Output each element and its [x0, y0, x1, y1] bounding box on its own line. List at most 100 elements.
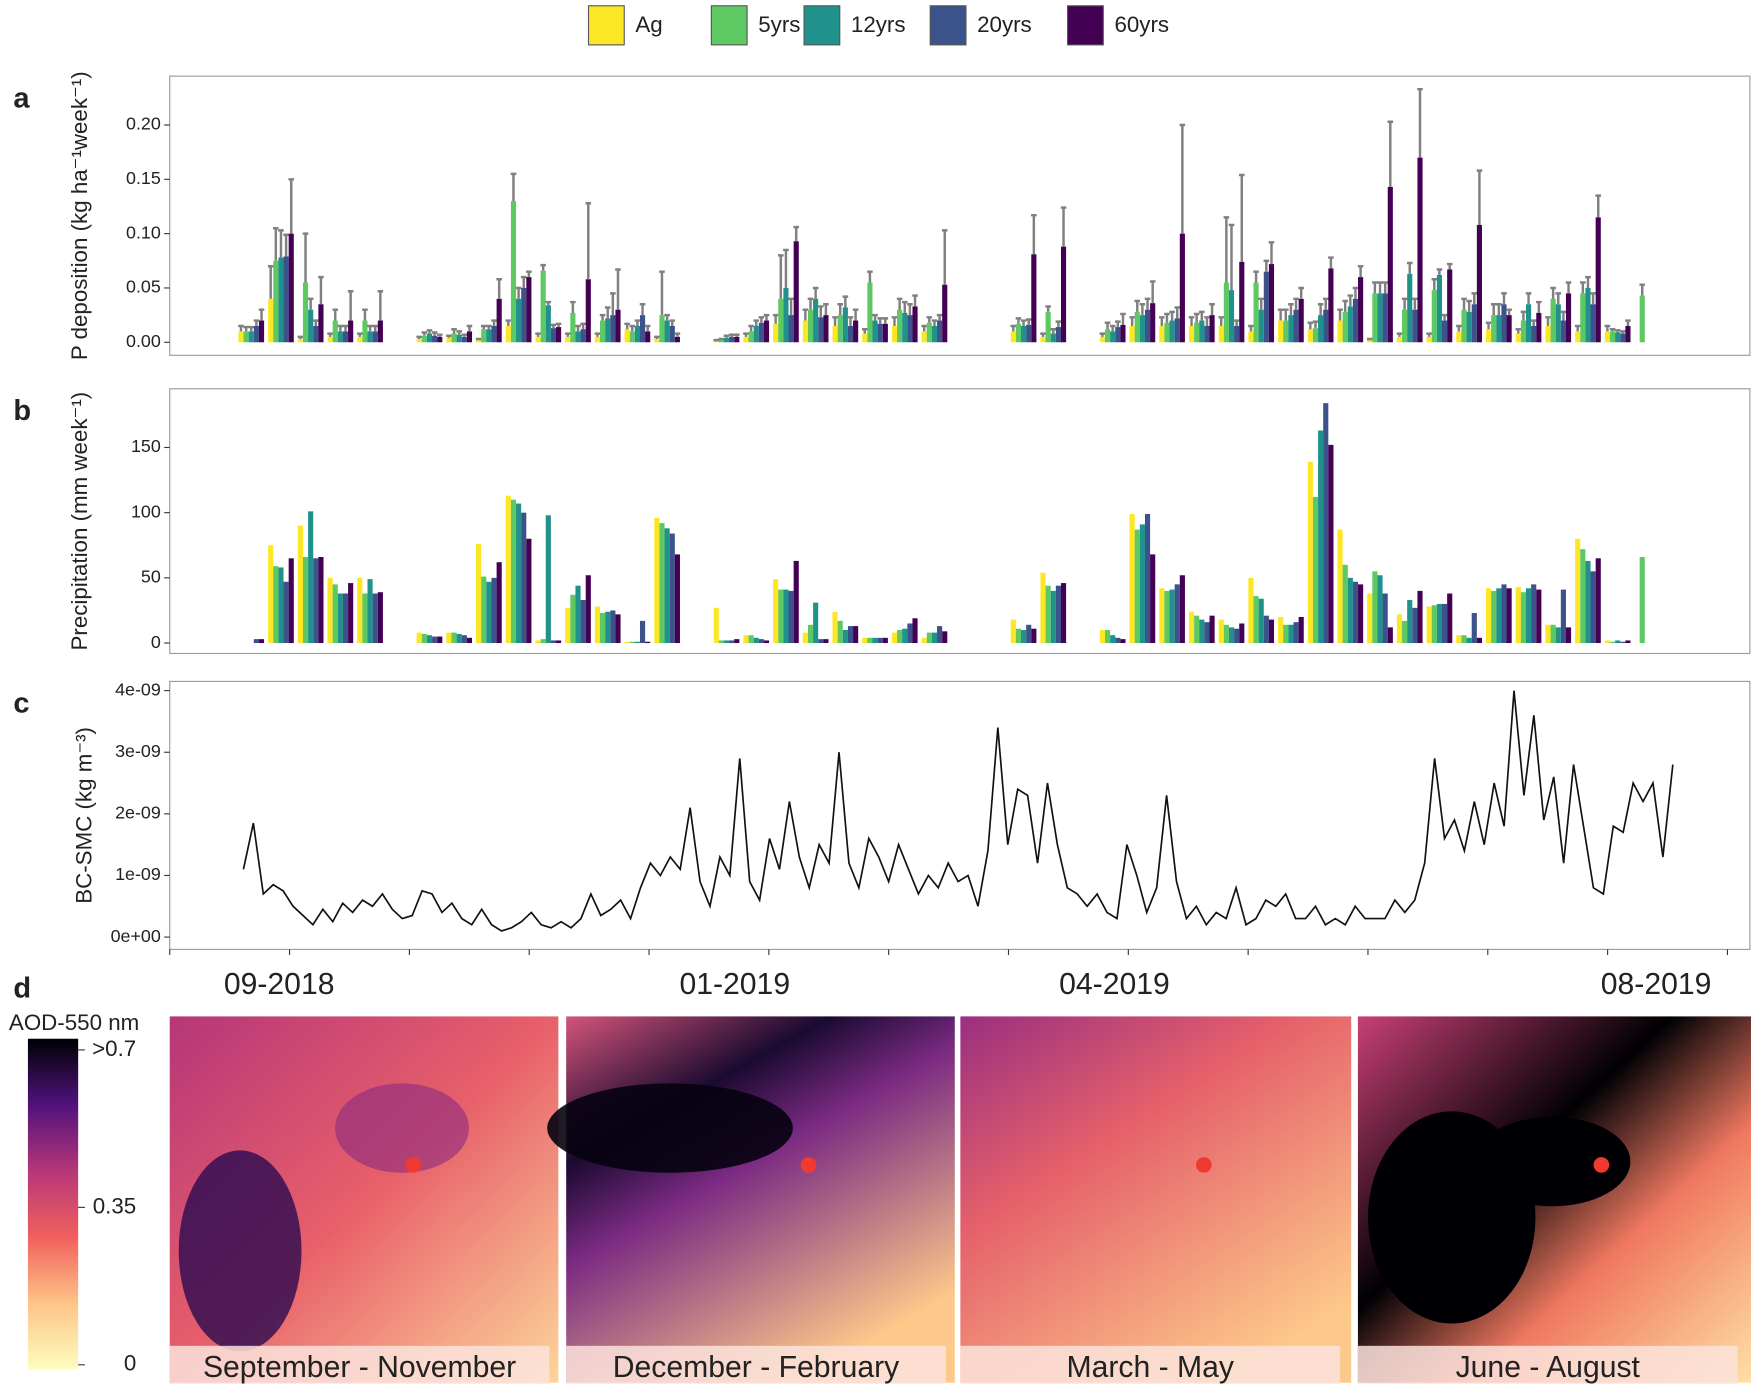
- bar: [580, 600, 586, 644]
- bar: [1352, 581, 1359, 644]
- bar: [1431, 605, 1437, 644]
- error-bar: [882, 317, 889, 324]
- bar: [773, 323, 779, 343]
- bar: [1358, 277, 1364, 343]
- bar: [629, 641, 635, 644]
- error-bar: [1412, 297, 1418, 310]
- bar: [1120, 639, 1126, 644]
- error-bar: [372, 324, 379, 332]
- error-bar: [1382, 281, 1388, 294]
- bar: [931, 632, 938, 644]
- bar: [802, 320, 808, 343]
- bar: [1188, 611, 1195, 644]
- y-axis-title: Precipitation (mm week⁻¹): [67, 392, 92, 651]
- bar: [718, 340, 724, 343]
- bar: [1555, 627, 1561, 644]
- bar: [1620, 333, 1626, 343]
- bar: [526, 277, 532, 343]
- bar: [297, 525, 303, 644]
- error-bar: [1199, 310, 1205, 321]
- bar: [258, 320, 265, 343]
- legend-swatch: [587, 5, 625, 46]
- error-bar: [832, 316, 838, 326]
- error-bar: [238, 324, 244, 332]
- bar: [248, 331, 254, 343]
- error-bar: [1471, 292, 1478, 305]
- bar: [1639, 295, 1645, 343]
- bar: [1461, 635, 1467, 644]
- bar: [491, 577, 497, 644]
- bar: [1248, 577, 1254, 644]
- bar: [1258, 598, 1264, 644]
- bar: [337, 331, 343, 343]
- y-tick-label: 0.15: [126, 168, 161, 188]
- bar: [1031, 254, 1037, 343]
- bar: [476, 340, 482, 343]
- error-bar: [318, 275, 324, 305]
- bar: [659, 315, 665, 343]
- error-bar: [585, 202, 592, 280]
- bar: [1536, 312, 1542, 343]
- bar: [268, 545, 274, 644]
- bar: [1531, 325, 1537, 343]
- error-bar: [867, 270, 873, 283]
- bar: [268, 298, 274, 343]
- bar: [308, 309, 314, 343]
- error-bar: [421, 331, 428, 336]
- bar: [1139, 524, 1145, 644]
- bar: [902, 312, 908, 343]
- bar: [867, 637, 873, 644]
- bar: [1060, 246, 1067, 343]
- bar: [550, 640, 557, 644]
- error-bar: [357, 332, 363, 337]
- bar: [1486, 588, 1492, 644]
- map-caption: September - November: [203, 1351, 516, 1384]
- bar: [1412, 309, 1418, 343]
- bar: [1615, 332, 1621, 343]
- bar: [481, 576, 487, 644]
- error-bar: [1431, 278, 1438, 291]
- error-bar: [1050, 328, 1057, 334]
- bar: [302, 556, 309, 644]
- error-bar: [1436, 268, 1443, 275]
- bar: [748, 331, 754, 343]
- y-tick-label: 50: [141, 567, 161, 587]
- error-bar: [1590, 292, 1596, 305]
- bar: [1377, 293, 1383, 343]
- bar: [1040, 336, 1046, 343]
- bar: [624, 641, 630, 644]
- bar: [476, 543, 482, 644]
- bar: [1595, 558, 1601, 644]
- bar: [1040, 572, 1046, 644]
- bar: [1506, 588, 1512, 644]
- bar: [674, 554, 680, 644]
- error-bar: [491, 319, 497, 326]
- bar: [313, 558, 319, 644]
- panel-label: a: [13, 82, 30, 114]
- error-bar: [1115, 320, 1121, 328]
- error-bar: [1620, 330, 1626, 334]
- bar: [713, 341, 719, 343]
- bar: [1015, 323, 1022, 343]
- bar: [1431, 290, 1437, 343]
- bar: [1234, 325, 1240, 343]
- error-bar: [896, 297, 903, 310]
- bar: [1476, 224, 1482, 343]
- bar: [1026, 624, 1032, 644]
- error-bar: [599, 313, 606, 321]
- error-bar: [1025, 318, 1032, 325]
- bar: [1447, 269, 1453, 343]
- error-bar: [332, 308, 339, 321]
- bar: [1615, 640, 1621, 644]
- bar: [421, 335, 427, 343]
- bar: [432, 636, 438, 644]
- error-bar: [1322, 297, 1329, 310]
- error-bar: [594, 332, 601, 337]
- y-tick-label: 0.20: [126, 114, 161, 134]
- error-bar: [243, 325, 249, 332]
- error-bar: [550, 323, 557, 329]
- error-bar: [1352, 286, 1359, 299]
- plot-frame: [169, 75, 1751, 356]
- error-bar: [456, 330, 462, 335]
- error-bar: [1347, 294, 1354, 307]
